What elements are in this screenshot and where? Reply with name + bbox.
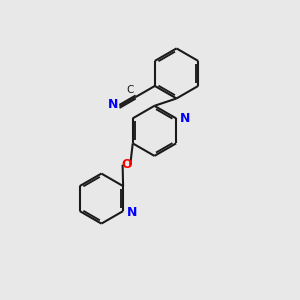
Text: N: N xyxy=(108,98,118,111)
Text: N: N xyxy=(180,112,190,125)
Text: N: N xyxy=(127,206,137,219)
Text: O: O xyxy=(121,158,132,171)
Text: C: C xyxy=(127,85,134,95)
